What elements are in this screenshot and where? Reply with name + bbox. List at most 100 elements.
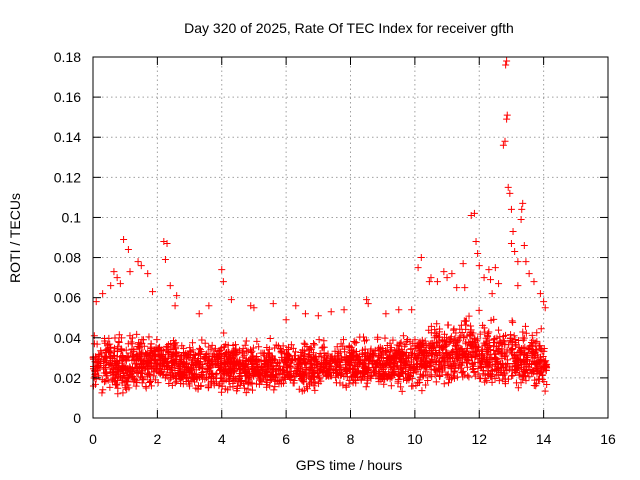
data-point [155, 365, 163, 373]
data-point [348, 373, 356, 381]
data-point [99, 386, 107, 394]
data-point [444, 321, 452, 329]
data-point [212, 378, 220, 386]
x-tick-label: 14 [536, 431, 552, 447]
data-point [478, 364, 486, 372]
data-point [527, 369, 535, 377]
data-point [367, 347, 375, 355]
data-point [145, 333, 153, 341]
data-point [418, 336, 426, 344]
data-point [484, 332, 492, 340]
data-point [482, 334, 490, 342]
data-point [377, 362, 385, 370]
data-point [362, 336, 370, 344]
data-point [150, 372, 158, 380]
data-point [467, 322, 475, 330]
data-point [278, 353, 286, 361]
data-point [411, 336, 419, 344]
data-point [514, 258, 522, 266]
data-point [180, 349, 188, 357]
data-point [239, 353, 247, 361]
data-point [291, 364, 299, 372]
data-point [491, 335, 499, 343]
data-point [145, 359, 153, 367]
data-point [346, 353, 354, 361]
data-point [116, 280, 124, 288]
data-point [522, 329, 530, 337]
data-point [474, 347, 482, 355]
data-point [517, 379, 525, 387]
data-point [382, 359, 390, 367]
x-axis-ticks: 0 2 4 6 8 10 12 14 16 [89, 57, 616, 447]
x-tick-label: 2 [153, 431, 161, 447]
data-point [389, 363, 397, 371]
data-point [290, 379, 298, 387]
data-point [420, 348, 428, 356]
data-point [392, 357, 400, 365]
data-point [522, 377, 530, 385]
data-point [436, 344, 444, 352]
data-point [519, 199, 527, 207]
data-point [185, 353, 193, 361]
y-tick-label: 0.1 [62, 209, 82, 225]
y-axis-ticks: 0 0.02 0.04 0.06 0.08 0.1 0.12 0.14 0.16 0.18 [54, 49, 608, 426]
x-axis-label: GPS time / hours [296, 457, 403, 473]
data-point [303, 383, 311, 391]
data-point [440, 364, 448, 372]
data-point [425, 326, 433, 334]
data-point [220, 329, 228, 337]
data-point [271, 377, 279, 385]
data-point [399, 332, 407, 340]
data-point [520, 350, 528, 358]
data-point [137, 262, 145, 270]
data-point [479, 357, 487, 365]
data-point [260, 349, 268, 357]
data-point [442, 339, 450, 347]
data-point [499, 141, 507, 149]
data-point [117, 334, 125, 342]
data-point [467, 326, 475, 334]
data-point [161, 357, 169, 365]
data-point [435, 349, 443, 357]
data-point [379, 368, 387, 376]
y-tick-label: 0.18 [54, 49, 81, 65]
data-point [115, 338, 123, 346]
data-point [235, 375, 243, 383]
data-point [147, 340, 155, 348]
data-point [540, 298, 548, 306]
data-point [268, 352, 276, 360]
data-point [98, 389, 106, 397]
data-point [151, 376, 159, 384]
data-point [482, 362, 490, 370]
data-point [126, 268, 134, 276]
data-point [533, 346, 541, 354]
data-point [179, 359, 187, 367]
data-point [462, 317, 470, 325]
y-tick-label: 0.02 [54, 370, 81, 386]
data-point [531, 361, 539, 369]
data-point [537, 325, 545, 333]
data-point [221, 351, 229, 359]
data-point [414, 360, 422, 368]
data-point [461, 371, 469, 379]
data-point [309, 339, 317, 347]
data-point [368, 359, 376, 367]
data-point [394, 365, 402, 373]
data-point [399, 364, 407, 372]
data-point [488, 354, 496, 362]
y-tick-label: 0 [73, 410, 81, 426]
data-point [224, 358, 232, 366]
data-point [526, 343, 534, 351]
data-point [146, 349, 154, 357]
data-point [248, 347, 256, 355]
data-point [454, 356, 462, 364]
data-point [128, 345, 136, 353]
data-point [240, 363, 248, 371]
data-point [156, 353, 164, 361]
data-point [433, 278, 441, 286]
data-point [244, 373, 252, 381]
data-point [205, 343, 213, 351]
data-point [346, 361, 354, 369]
data-point [356, 360, 364, 368]
data-point [438, 336, 446, 344]
